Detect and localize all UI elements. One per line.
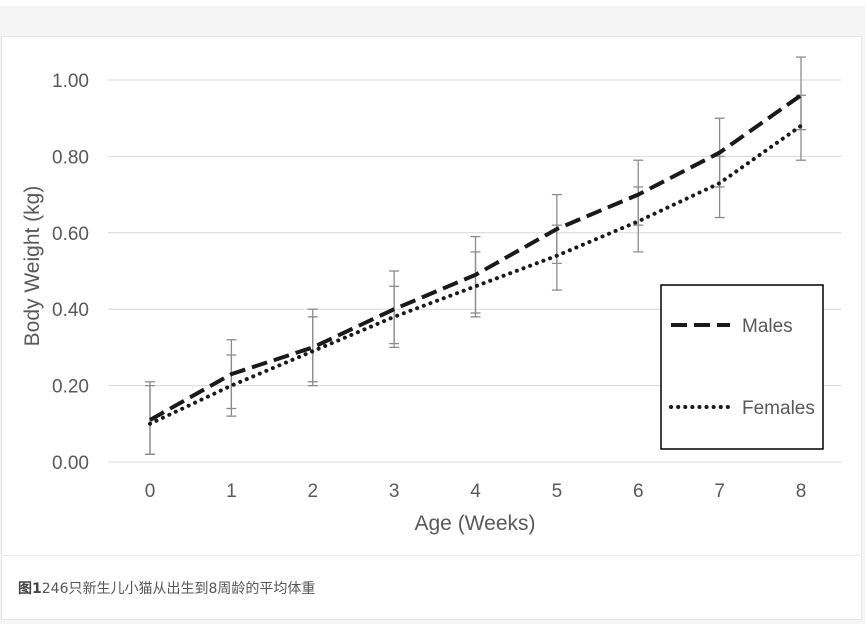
x-tick-label: 1 (226, 481, 237, 502)
x-tick-label: 8 (796, 481, 807, 502)
body-weight-chart: 0.00 0.20 0.40 0.60 0.80 1.00 0 1 2 3 4 5 6 7 8 Age (… (21, 56, 841, 535)
legend-box (660, 284, 824, 450)
y-tick-label: 0.00 (52, 453, 89, 474)
caption-text: 246只新生儿小猫从出生到8周龄的平均体重 (41, 581, 316, 597)
x-tick-label: 3 (389, 481, 400, 502)
top-strip (0, 0, 865, 6)
y-tick-labels: 0.00 0.20 0.40 0.60 0.80 1.00 (52, 71, 89, 474)
x-tick-label: 4 (470, 481, 481, 502)
series-lines (148, 93, 803, 426)
legend-label-females: Females (742, 398, 815, 419)
x-axis-title: Age (Weeks) (415, 512, 536, 535)
x-tick-labels: 0 1 2 3 4 5 6 7 8 (145, 481, 807, 502)
y-tick-label: 1.00 (52, 71, 89, 92)
caption-divider (1, 555, 862, 556)
y-tick-label: 0.40 (52, 300, 89, 321)
x-tick-label: 0 (145, 481, 156, 502)
figure-label: 图1 (18, 581, 42, 597)
y-axis-title: Body Weight (kg) (21, 186, 44, 347)
legend-label-males: Males (742, 316, 793, 337)
y-tick-label: 0.60 (52, 224, 89, 245)
x-tick-label: 5 (552, 481, 563, 502)
series-line-males (149, 93, 803, 422)
y-tick-label: 0.80 (52, 147, 89, 168)
x-tick-label: 2 (307, 481, 318, 502)
x-tick-label: 7 (714, 481, 725, 502)
legend: Males Females (660, 284, 824, 450)
x-tick-label: 6 (633, 481, 644, 502)
series-line-females (148, 123, 803, 426)
y-tick-label: 0.20 (52, 377, 89, 398)
figure-caption: 图1246只新生儿小猫从出生到8周龄的平均体重 (18, 578, 315, 598)
